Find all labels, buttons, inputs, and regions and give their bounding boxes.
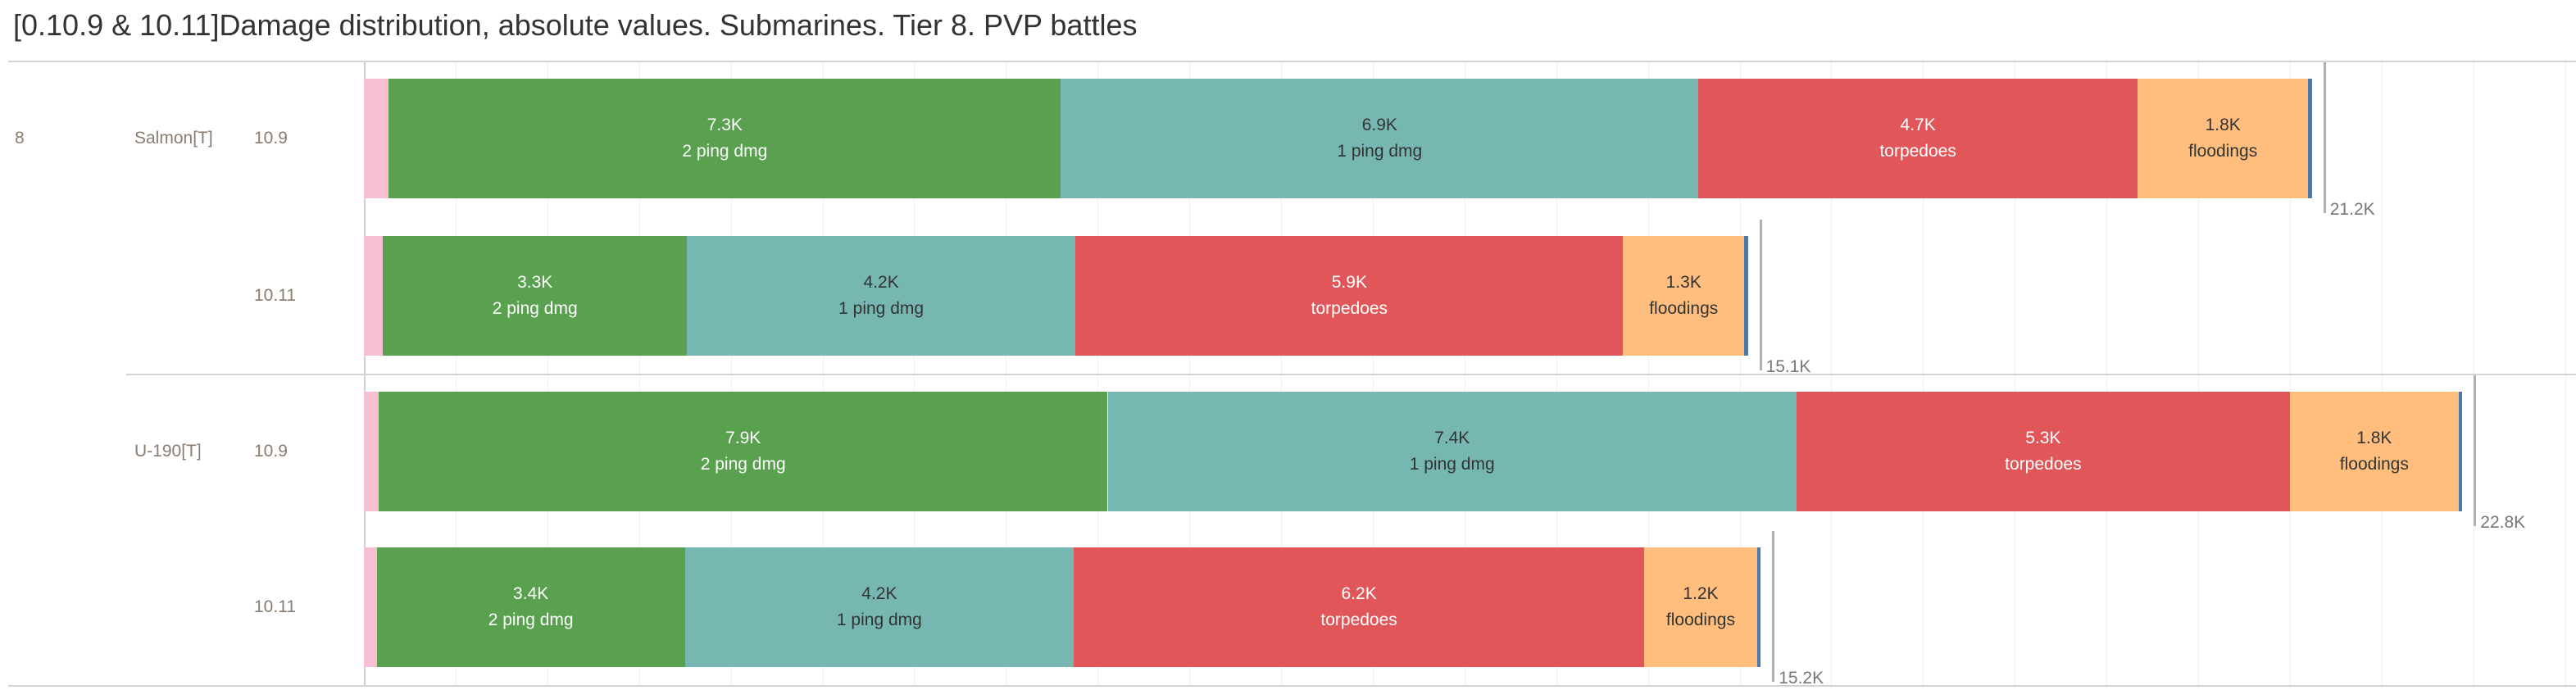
segment-name-label: 2 ping dmg [700,455,786,474]
ship-tag: [T] [193,129,213,148]
total-label: 15.2K [1779,669,1824,688]
total-label: 15.1K [1765,357,1811,376]
bar-segment-2-ping-dmg: 7.3K 2 ping dmg [388,79,1061,198]
bar-segment-floodings: 1.8K floodings [2289,392,2459,511]
segment-value-label: 7.9K [725,429,761,447]
bar-segment-2-ping-dmg: 3.3K 2 ping dmg [383,236,687,356]
segment-value-label: 7.4K [1434,429,1470,447]
ship-name: Salmon [134,129,193,148]
segment-name-label: floodings [2188,142,2258,161]
total-reference-line [2474,375,2477,526]
segment-name-label: 1 ping dmg [838,299,925,318]
segment-value-label: 1.3K [1665,273,1701,292]
total-label: 22.8K [2480,513,2526,532]
segment-name-label: 1 ping dmg [836,610,922,629]
bar-segment-other2 [2458,392,2463,511]
header-divider [8,61,2576,62]
bar-segment-1-ping-dmg: 4.2K 1 ping dmg [684,547,1074,667]
segment-name-label: 2 ping dmg [682,142,768,161]
bar-segment-other2 [1756,547,1761,667]
bar-segment-1-ping-dmg: 7.4K 1 ping dmg [1107,392,1797,511]
bar-segment-other [364,547,377,667]
segment-value-label: 5.9K [1331,273,1367,292]
bottom-divider [8,685,2576,687]
segment-value-label: 1.8K [2205,116,2241,134]
ship-name: U-190 [134,442,182,461]
segment-value-label: 3.4K [513,584,549,603]
bar-segment-1-ping-dmg: 6.9K 1 ping dmg [1061,79,1699,198]
segment-value-label: 1.2K [1683,584,1719,603]
total-reference-line [1772,531,1775,682]
bar-segment-floodings: 1.2K floodings [1644,547,1757,667]
bar-segment-torpedoes: 6.2K torpedoes [1074,547,1645,667]
total-label: 21.2K [2329,200,2375,219]
bar-segment-other [364,79,389,198]
segment-value-label: 1.8K [2356,429,2392,447]
tier-label: 8 [15,129,25,148]
segment-name-label: floodings [2339,455,2409,474]
bar-segment-floodings: 1.8K floodings [2138,79,2309,198]
bar-segment-floodings: 1.3K floodings [1623,236,1745,356]
bar-segment-other [364,392,379,511]
segment-name-label: torpedoes [1311,299,1388,318]
bar-segment-2-ping-dmg: 7.9K 2 ping dmg [378,392,1108,511]
bar-segment-torpedoes: 5.3K torpedoes [1796,392,2290,511]
bar-segment-1-ping-dmg: 4.2K 1 ping dmg [686,236,1076,356]
bar-segment-other [364,236,384,356]
segment-name-label: torpedoes [1879,142,1956,161]
bar-segment-2-ping-dmg: 3.4K 2 ping dmg [376,547,685,667]
chart-title: [0.10.9 & 10.11]Damage distribution, abs… [13,8,1138,42]
bar-segment-other2 [2308,79,2312,198]
ship-tag: [T] [181,442,202,461]
segment-value-label: 5.3K [2025,429,2061,447]
segment-name-label: 2 ping dmg [492,299,578,318]
segment-name-label: torpedoes [2005,455,2082,474]
segment-value-label: 6.2K [1341,584,1377,603]
total-reference-line [1759,220,1762,370]
bar-segment-torpedoes: 4.7K torpedoes [1698,79,2138,198]
segment-value-label: 4.2K [861,584,897,603]
segment-name-label: 2 ping dmg [488,610,574,629]
bar-segment-torpedoes: 5.9K torpedoes [1075,236,1624,356]
segment-name-label: 1 ping dmg [1409,455,1495,474]
version-label: 10.11 [254,597,296,616]
ship-label: U-190[T] [134,442,202,461]
version-label: 10.11 [254,286,296,305]
segment-value-label: 7.3K [706,116,743,134]
segment-name-label: torpedoes [1320,610,1397,629]
version-label: 10.9 [254,129,288,148]
total-reference-line [2323,62,2326,213]
segment-value-label: 3.3K [517,273,553,292]
segment-name-label: 1 ping dmg [1337,142,1423,161]
segment-name-label: floodings [1649,299,1719,318]
segment-value-label: 4.7K [1900,116,1936,134]
segment-value-label: 6.9K [1361,116,1397,134]
bar-segment-other2 [1744,236,1748,356]
segment-value-label: 4.2K [863,273,899,292]
version-label: 10.9 [254,442,288,461]
ship-divider [126,374,2576,375]
segment-name-label: floodings [1665,610,1735,629]
ship-label: Salmon[T] [134,129,213,148]
